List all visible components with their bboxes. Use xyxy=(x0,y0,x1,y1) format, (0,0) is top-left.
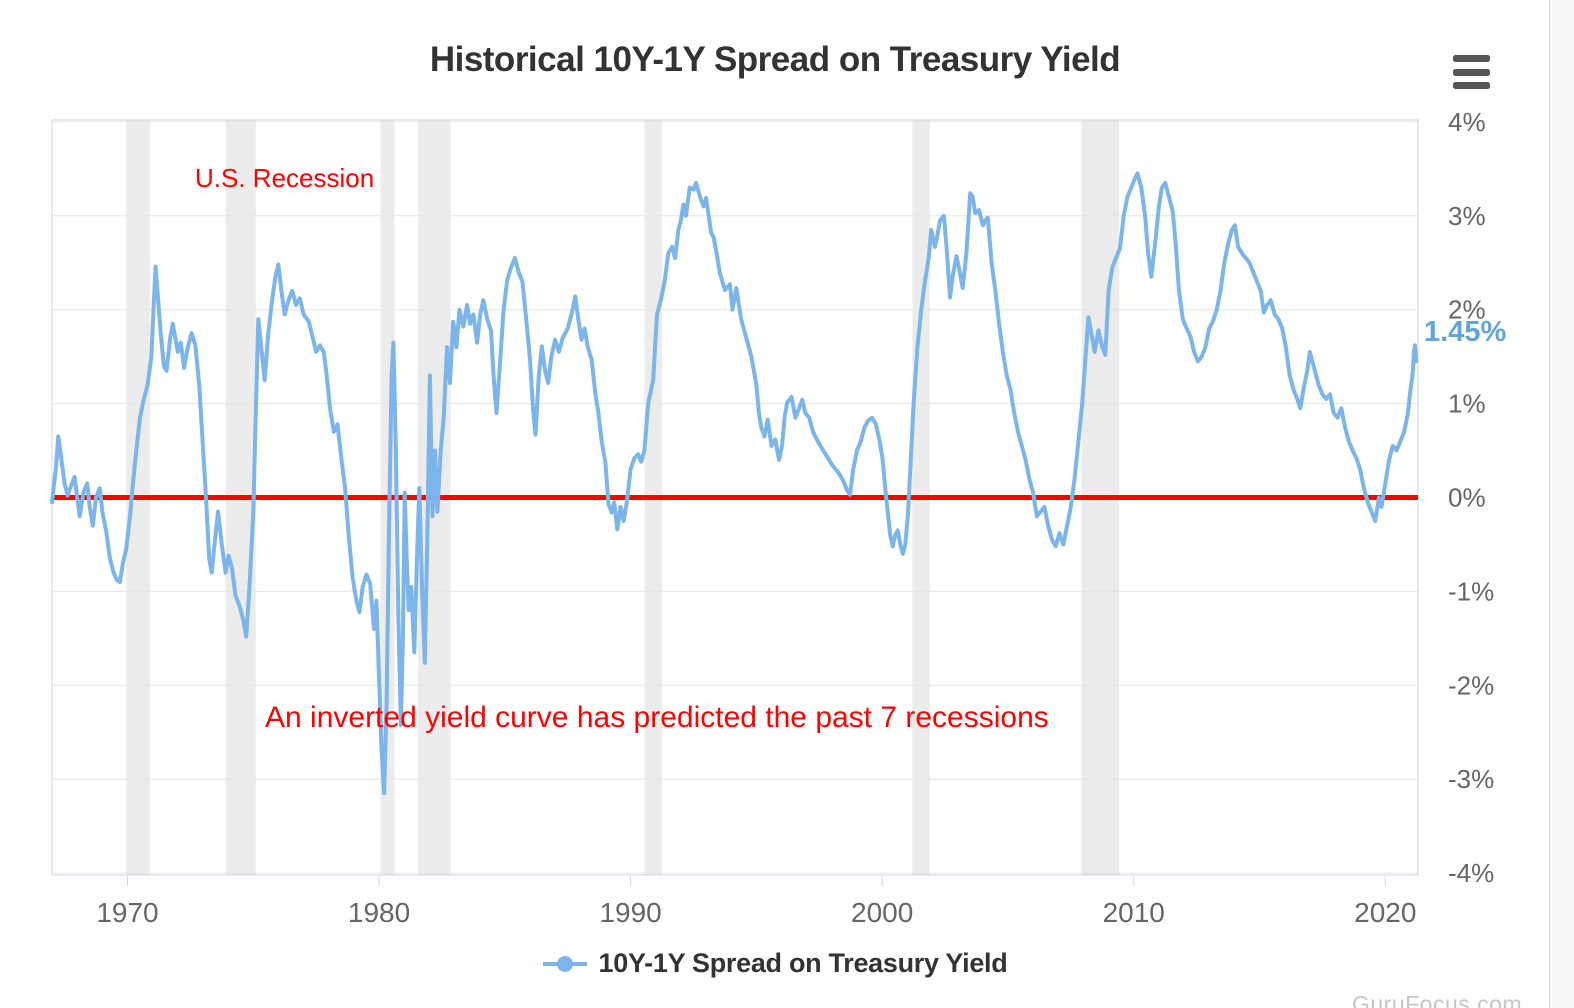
x-tick-label: 1980 xyxy=(348,897,410,928)
last-value-label: 1.45% xyxy=(1424,316,1506,348)
y-tick-label: -3% xyxy=(1448,764,1494,794)
y-tick-label: 0% xyxy=(1448,483,1486,513)
inversion-note: An inverted yield curve has predicted th… xyxy=(265,701,1049,734)
y-tick-label: 1% xyxy=(1448,389,1486,419)
chart-context-menu-button[interactable] xyxy=(1453,55,1491,89)
series-line[interactable] xyxy=(50,171,1418,796)
y-tick-label: 2% xyxy=(1448,295,1486,325)
y-tick-label: -2% xyxy=(1448,670,1494,700)
x-tick-label: 1990 xyxy=(599,897,661,928)
y-tick-label: -4% xyxy=(1448,858,1494,888)
y-tick-label: 3% xyxy=(1448,201,1486,231)
y-tick-label: 4% xyxy=(1448,107,1486,137)
legend-label: 10Y-1Y Spread on Treasury Yield xyxy=(598,948,1008,978)
y-tick-label: -1% xyxy=(1448,576,1494,606)
hamburger-menu-icon xyxy=(1453,55,1490,62)
x-tick-label: 2000 xyxy=(851,897,913,928)
chart-legend[interactable]: 10Y-1Y Spread on Treasury Yield xyxy=(0,948,1550,979)
x-tick-label: 1970 xyxy=(96,897,158,928)
legend-marker-icon xyxy=(542,955,587,972)
x-tick-label: 2020 xyxy=(1354,897,1416,928)
recession-label: U.S. Recession xyxy=(195,163,374,193)
chart-title: Historical 10Y-1Y Spread on Treasury Yie… xyxy=(429,40,1121,79)
hamburger-menu-icon xyxy=(1453,68,1490,76)
hamburger-menu-icon xyxy=(1453,82,1490,89)
page-scrollbar[interactable] xyxy=(1549,0,1574,1008)
x-tick-label: 2010 xyxy=(1103,897,1165,928)
watermark-gurufocus: GuruFocus.com xyxy=(1352,991,1523,1008)
